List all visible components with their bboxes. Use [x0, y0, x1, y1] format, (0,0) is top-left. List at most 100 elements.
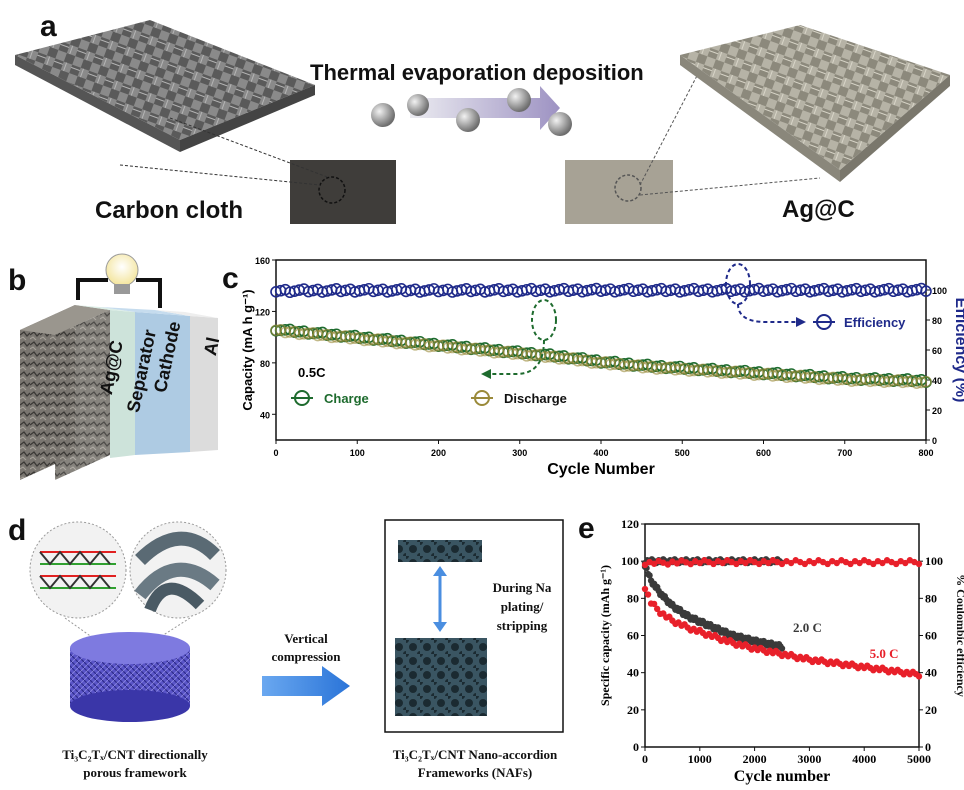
y-axis-label: Capacity (mA h g⁻¹) — [240, 289, 255, 410]
plating-label-line2: plating/ — [500, 599, 544, 614]
data-point-rate2 — [915, 673, 923, 680]
y-tick-label: 40 — [627, 666, 639, 680]
data-point-rate2 — [915, 560, 923, 568]
panel-label-c: c — [222, 262, 239, 295]
y2-tick-label: 20 — [925, 703, 937, 717]
y2-tick-label: 100 — [932, 286, 947, 296]
x-tick-label: 400 — [593, 448, 608, 458]
carbon-cloth-photo — [290, 160, 396, 224]
annotation-rate2: 5.0 C — [870, 646, 899, 661]
capacity-callout-arrowhead — [481, 369, 491, 379]
y-tick-label: 80 — [627, 591, 639, 605]
y2-tick-label: 0 — [932, 436, 937, 446]
x-tick-label: 800 — [918, 448, 933, 458]
legend-discharge-label: Discharge — [504, 391, 567, 406]
plating-label-line3: stripping — [496, 618, 548, 633]
data-point-rate1 — [778, 645, 786, 652]
deposition-arrow — [410, 86, 560, 130]
x-tick-label: 100 — [350, 448, 365, 458]
data-point-rate2 — [664, 561, 672, 568]
panel-label-e: e — [578, 512, 595, 545]
x-tick-label: 700 — [837, 448, 852, 458]
panel-d-graphic — [29, 519, 564, 733]
y2-tick-label: 40 — [932, 376, 942, 386]
compression-label: Vertical compression — [256, 630, 356, 666]
efficiency-callout-oval — [725, 263, 751, 305]
y2-tick-label: 60 — [925, 629, 937, 643]
y-tick-label: 40 — [260, 410, 270, 420]
capacity-callout-oval — [531, 299, 557, 341]
ag-c-photo — [565, 160, 673, 224]
data-point-rate1 — [646, 572, 653, 579]
legend-efficiency-label: Efficiency — [844, 315, 906, 330]
x-axis-label: Cycle Number — [547, 461, 655, 478]
y-axis-label: Specific capacity (mAh g⁻¹) — [598, 565, 612, 706]
data-point-discharge — [920, 375, 932, 388]
x-tick-label: 0 — [642, 752, 648, 766]
data-point-rate2 — [641, 585, 649, 593]
x-tick-label: 3000 — [797, 752, 821, 766]
y-tick-label: 0 — [633, 740, 639, 754]
data-point-rate2 — [650, 560, 658, 567]
x-tick-label: 5000 — [907, 752, 931, 766]
y-tick-label: 20 — [627, 703, 639, 717]
panel-label-d: d — [8, 514, 27, 547]
framework-caption: Ti₃C₂Tₓ/CNT directionally porous framewo… — [10, 746, 260, 782]
x-axis-label: Cycle number — [734, 768, 830, 785]
y2-axis-label: Efficiency (%) — [952, 298, 964, 403]
naf-caption-line2: Frameworks (NAFs) — [417, 765, 533, 780]
data-point-rate2 — [673, 560, 681, 567]
x-tick-label: 600 — [756, 448, 771, 458]
y2-tick-label: 80 — [925, 591, 937, 605]
battery-cell-diagram — [20, 253, 218, 480]
y2-tick-label: 0 — [925, 740, 931, 754]
x-tick-label: 2000 — [743, 752, 767, 766]
y2-tick-label: 20 — [932, 406, 942, 416]
efficiency-callout-arrowhead — [796, 317, 806, 327]
annotation-rate1: 2.0 C — [793, 620, 822, 635]
y-tick-label: 120 — [255, 307, 270, 317]
thermal-evaporation-label: Thermal evaporation deposition — [310, 60, 644, 85]
legend-charge-label: Charge — [324, 391, 369, 406]
x-tick-label: 1000 — [688, 752, 712, 766]
mxene-structure-zoom — [29, 521, 127, 619]
y2-tick-label: 100 — [925, 554, 943, 568]
naf-caption: Ti₃C₂Tₓ/CNT Nano-accordion Frameworks (N… — [360, 746, 590, 782]
carbon-cloth-sheet — [15, 20, 315, 140]
y2-tick-label: 40 — [925, 666, 937, 680]
framework-caption-line1: Ti₃C₂Tₓ/CNT directionally — [62, 747, 208, 762]
y2-tick-label: 80 — [932, 316, 942, 326]
compression-label-line2: compression — [271, 649, 341, 664]
plating-label-line1: During Na — [492, 580, 552, 595]
porous-framework-cylinder — [70, 632, 190, 722]
data-point-discharge — [915, 376, 928, 389]
x-tick-label: 300 — [512, 448, 527, 458]
y-tick-label: 160 — [255, 256, 270, 266]
data-point-rate2 — [650, 600, 658, 608]
x-tick-label: 4000 — [852, 752, 876, 766]
plating-label: During Na plating/ stripping — [478, 578, 566, 635]
chart-e-cycling: 0 1000 2000 3000 4000 50000204060801001200204… — [598, 517, 964, 785]
chart-c-cycling: 0 100 200 300 400 500 600 700 800 40 80 120 160 0 20 40… — [240, 256, 964, 478]
compression-label-line1: Vertical — [284, 631, 328, 646]
data-point-rate2 — [653, 605, 661, 613]
x-tick-label: 500 — [675, 448, 690, 458]
y2-tick-label: 60 — [932, 346, 942, 356]
naf-caption-line1: Ti₃C₂Tₓ/CNT Nano-accordion — [392, 747, 558, 762]
light-bulb-icon — [105, 253, 139, 287]
panel-label-a: a — [40, 10, 57, 43]
y-tick-label: 60 — [627, 629, 639, 643]
ag-c-cloth-sheet — [680, 25, 950, 170]
efficiency-callout-arrow — [737, 303, 796, 323]
data-point-rate2 — [687, 560, 694, 568]
x-tick-label: 0 — [273, 448, 278, 458]
y-tick-label: 80 — [260, 359, 270, 369]
panel-label-b: b — [8, 264, 27, 297]
capacity-callout-arrow — [491, 339, 545, 375]
vertical-compression-arrow — [262, 666, 350, 706]
y-tick-label: 120 — [621, 517, 639, 531]
x-tick-label: 200 — [431, 448, 446, 458]
framework-caption-line2: porous framework — [83, 765, 187, 780]
data-point-rate2 — [644, 591, 652, 598]
carbon-cloth-label: Carbon cloth — [95, 197, 243, 224]
